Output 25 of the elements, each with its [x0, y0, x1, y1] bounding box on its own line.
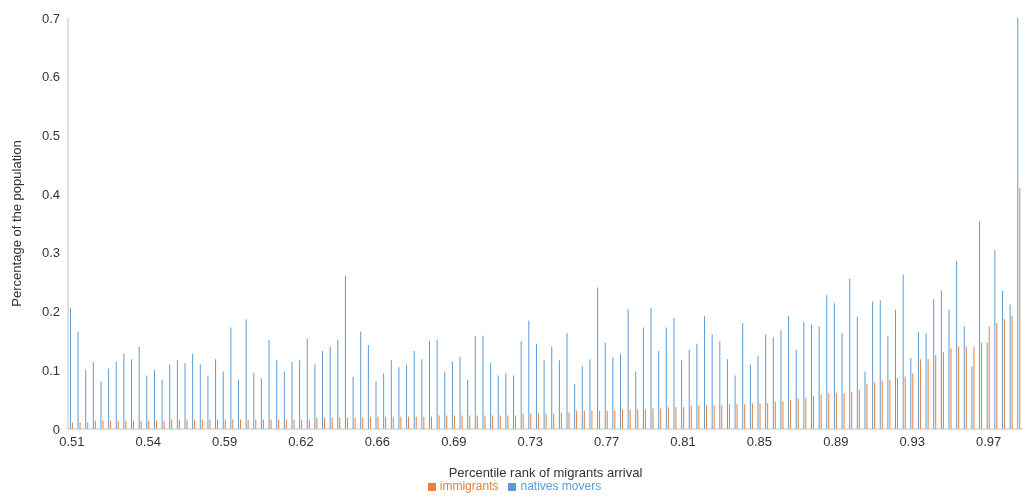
- y-tick-label: 0.7: [41, 10, 60, 26]
- y-tick-label: 0.3: [41, 245, 60, 261]
- y-axis-title: Percentage of the population: [8, 140, 24, 307]
- x-axis-title: Percentile rank of migrants arrival: [448, 465, 643, 480]
- y-tick-label: 0.5: [41, 128, 60, 144]
- y-tick-label: 0: [52, 421, 60, 437]
- x-tick-label: 0.54: [135, 434, 161, 450]
- y-tick-label: 0.2: [41, 304, 60, 320]
- x-tick-label: 0.69: [441, 434, 467, 450]
- x-tick-label: 0.77: [593, 434, 620, 450]
- x-tick-label: 0.81: [670, 434, 696, 450]
- legend-label: immigrants: [439, 479, 499, 493]
- legend-label: natives movers: [520, 479, 602, 493]
- y-tick-label: 0.6: [41, 69, 60, 85]
- x-tick-label: 0.59: [211, 434, 238, 450]
- x-tick-label: 0.85: [746, 434, 773, 450]
- x-tick-label: 0.62: [288, 434, 314, 450]
- y-tick-label: 0.4: [41, 186, 60, 202]
- x-tick-label: 0.89: [823, 434, 849, 450]
- x-tick-label: 0.51: [59, 434, 85, 450]
- x-tick-label: 0.93: [899, 434, 925, 450]
- x-tick-label: 0.73: [517, 434, 543, 450]
- x-tick-label: 0.66: [364, 434, 391, 450]
- x-tick-label: 0.97: [975, 434, 1002, 450]
- y-tick-label: 0.1: [41, 362, 60, 378]
